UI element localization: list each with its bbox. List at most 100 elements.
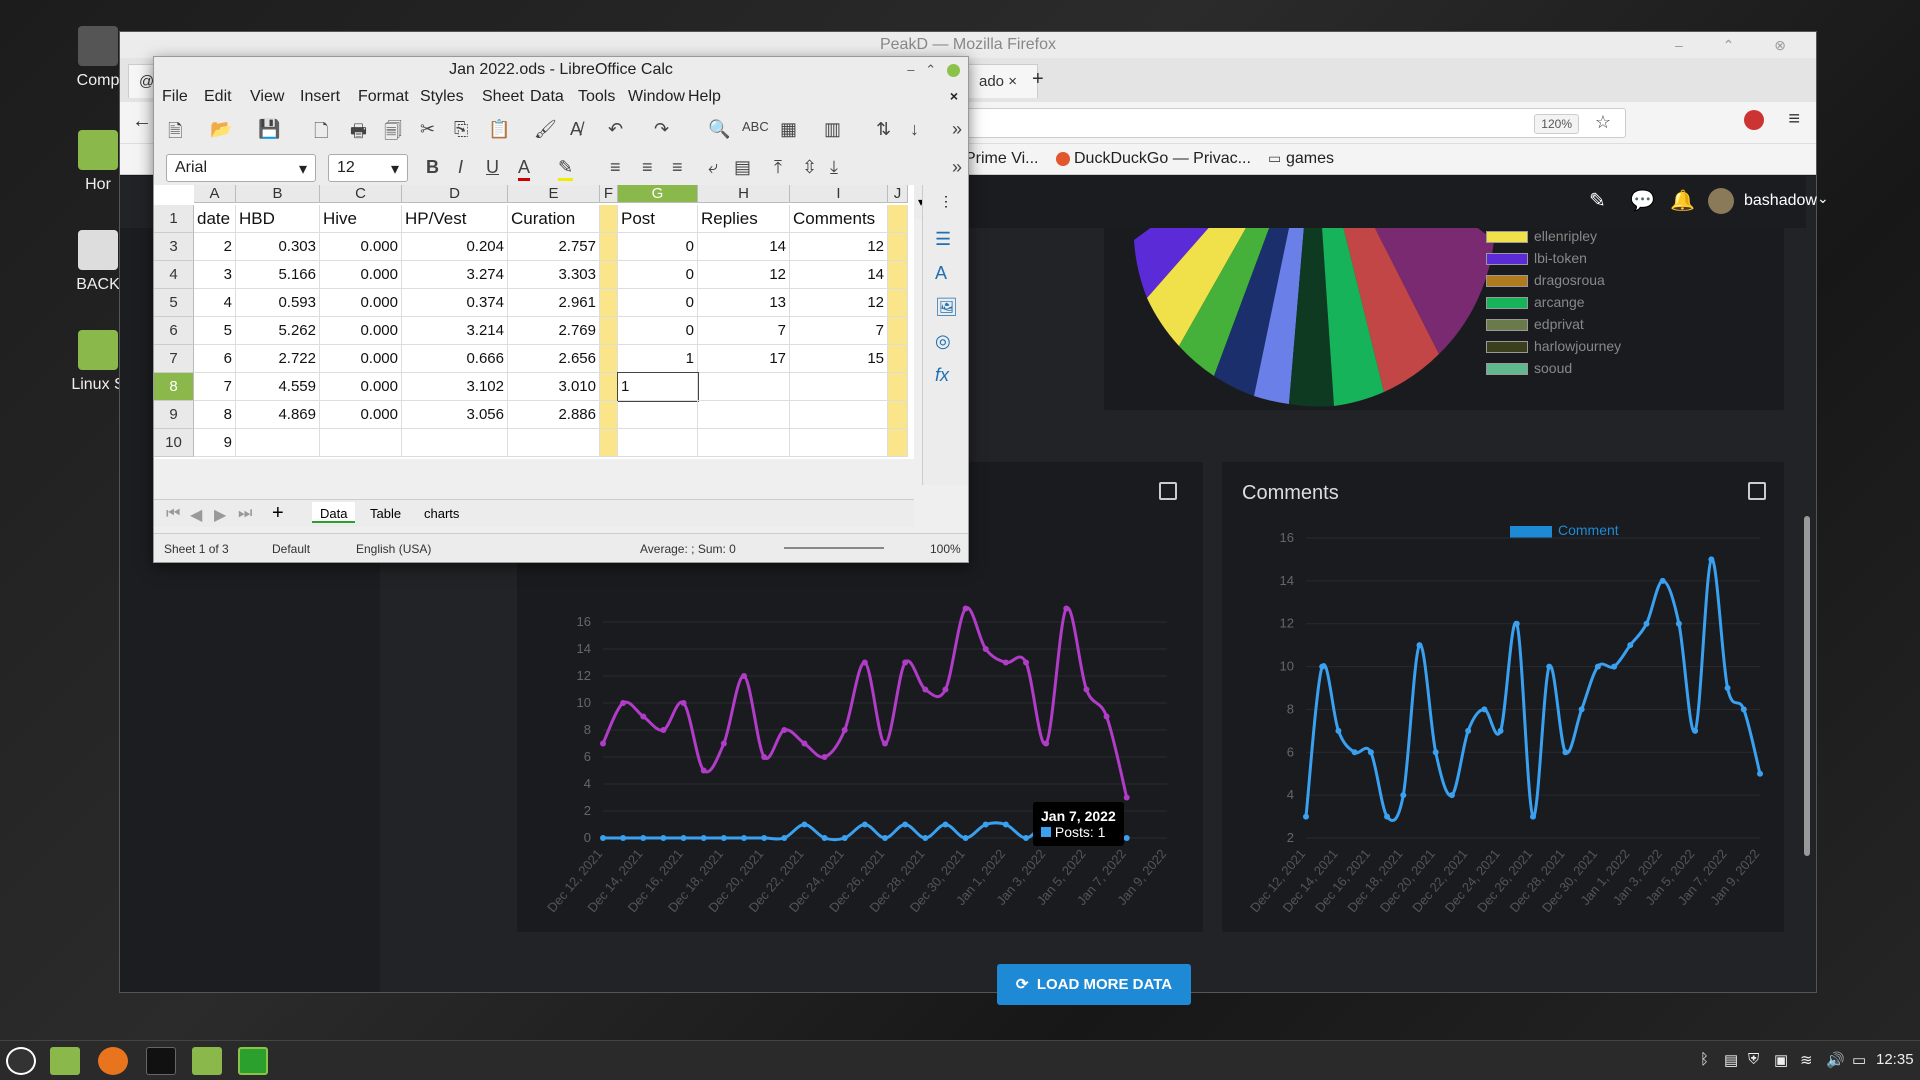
undo-icon[interactable]: ↶ bbox=[608, 119, 624, 139]
close-icon[interactable] bbox=[947, 64, 960, 78]
bluetooth-icon[interactable]: ᛒ bbox=[1700, 1051, 1710, 1068]
header-cell[interactable] bbox=[888, 205, 908, 233]
desktop-icon-computer[interactable]: Comp bbox=[50, 26, 146, 90]
menu-item-file[interactable]: File bbox=[162, 88, 188, 105]
table-cell[interactable]: 5.262 bbox=[236, 317, 320, 345]
table-cell[interactable] bbox=[320, 429, 402, 457]
align-left-icon[interactable]: ≡ bbox=[610, 157, 621, 177]
menu-item-window[interactable]: Window bbox=[628, 88, 685, 105]
redo-icon[interactable]: ↷ bbox=[654, 119, 670, 139]
table-cell[interactable] bbox=[600, 429, 618, 457]
align-right-icon[interactable]: ≡ bbox=[672, 157, 683, 177]
header-cell[interactable]: Curation bbox=[508, 205, 600, 233]
bookmark-prime[interactable]: Prime Vi... bbox=[965, 150, 1039, 167]
table-cell[interactable] bbox=[888, 373, 908, 401]
table-cell[interactable]: 0.000 bbox=[320, 373, 402, 401]
table-cell[interactable] bbox=[888, 345, 908, 373]
table-cell[interactable] bbox=[508, 429, 600, 457]
table-cell[interactable] bbox=[236, 429, 320, 457]
table-cell[interactable]: 3.214 bbox=[402, 317, 508, 345]
row-header[interactable]: 4 bbox=[154, 261, 194, 289]
new-icon[interactable]: 🗎 bbox=[168, 121, 183, 141]
table-cell[interactable]: 3.303 bbox=[508, 261, 600, 289]
navigator-icon[interactable]: ◎ bbox=[935, 331, 951, 351]
table-cell[interactable]: 12 bbox=[790, 289, 888, 317]
print-preview-icon[interactable]: 🗐 bbox=[384, 121, 402, 141]
row-header[interactable]: 1 bbox=[154, 205, 194, 233]
sort-ascending-icon[interactable]: ↓ bbox=[910, 119, 919, 139]
legend-item[interactable]: sooud bbox=[1486, 360, 1572, 378]
table-cell[interactable]: 0.000 bbox=[320, 233, 402, 261]
table-cell[interactable]: 17 bbox=[698, 345, 790, 373]
table-cell[interactable]: 12 bbox=[698, 261, 790, 289]
table-cell[interactable]: 2.656 bbox=[508, 345, 600, 373]
legend-item[interactable]: harlowjourney bbox=[1486, 338, 1621, 356]
table-cell[interactable]: 0 bbox=[618, 233, 698, 261]
merge-icon[interactable]: ▤ bbox=[734, 157, 752, 177]
clear-format-icon[interactable]: A̸ bbox=[570, 119, 583, 139]
table-cell[interactable]: 2 bbox=[194, 233, 236, 261]
column-header[interactable]: J bbox=[888, 185, 908, 203]
clipboard-icon[interactable]: ▤ bbox=[1724, 1052, 1739, 1069]
next-sheet-icon[interactable]: ▶ bbox=[214, 507, 227, 524]
print-icon[interactable]: 🖶 bbox=[350, 121, 367, 141]
header-cell[interactable] bbox=[600, 205, 618, 233]
volume-icon[interactable]: 🔊 bbox=[1826, 1052, 1845, 1069]
table-cell[interactable]: 4.559 bbox=[236, 373, 320, 401]
styles-icon[interactable]: A bbox=[935, 263, 948, 283]
table-cell[interactable] bbox=[888, 429, 908, 457]
menu-item-view[interactable]: View bbox=[250, 88, 285, 105]
load-more-button[interactable]: ⟳ LOAD MORE DATA bbox=[997, 964, 1191, 1005]
align-center-icon[interactable]: ≡ bbox=[642, 157, 653, 177]
column-icon[interactable]: ▥ bbox=[824, 119, 842, 139]
table-cell[interactable]: 3 bbox=[194, 261, 236, 289]
header-cell[interactable]: Post bbox=[618, 205, 698, 233]
header-cell[interactable]: date bbox=[194, 205, 236, 233]
row-header[interactable]: 8 bbox=[154, 373, 194, 401]
legend-item[interactable]: lbi-token bbox=[1486, 250, 1587, 268]
table-cell[interactable]: 0.666 bbox=[402, 345, 508, 373]
first-sheet-icon[interactable]: ⏮ bbox=[166, 505, 181, 522]
highlight-icon[interactable]: ✎ bbox=[558, 157, 574, 181]
bookmark-star-icon[interactable]: ☆ bbox=[1594, 112, 1611, 132]
files-icon[interactable] bbox=[50, 1047, 80, 1075]
align-top-icon[interactable]: ⤒ bbox=[774, 157, 782, 177]
last-sheet-icon[interactable]: ⏭ bbox=[238, 505, 253, 522]
expand-formula-icon[interactable]: ▾ bbox=[917, 195, 924, 209]
table-cell[interactable] bbox=[600, 317, 618, 345]
column-header[interactable]: D bbox=[402, 185, 508, 203]
table-cell[interactable]: 8 bbox=[194, 401, 236, 429]
scrollbar[interactable] bbox=[1804, 516, 1810, 856]
username[interactable]: bashadow bbox=[1744, 192, 1817, 209]
table-cell[interactable] bbox=[698, 373, 790, 401]
find-icon[interactable]: 🔍 bbox=[708, 119, 731, 139]
add-sheet-icon[interactable]: + bbox=[272, 502, 284, 524]
more-icon[interactable]: » bbox=[952, 119, 963, 139]
table-cell[interactable] bbox=[600, 261, 618, 289]
table-cell[interactable] bbox=[698, 401, 790, 429]
legend-item[interactable]: arcange bbox=[1486, 294, 1585, 312]
table-cell[interactable]: 0 bbox=[618, 317, 698, 345]
update-icon[interactable]: ▣ bbox=[1774, 1052, 1789, 1069]
table-cell[interactable]: 2.769 bbox=[508, 317, 600, 345]
table-cell[interactable] bbox=[600, 345, 618, 373]
menu-icon[interactable] bbox=[6, 1047, 36, 1075]
table-cell[interactable] bbox=[790, 373, 888, 401]
sidebar-menu-icon[interactable]: ⋮ bbox=[939, 193, 953, 209]
menu-item-insert[interactable]: Insert bbox=[300, 88, 341, 105]
table-cell[interactable]: 0.303 bbox=[236, 233, 320, 261]
row-header[interactable]: 5 bbox=[154, 289, 194, 317]
row-icon[interactable]: ▦ bbox=[780, 119, 798, 139]
wrap-icon[interactable]: ⤶ bbox=[708, 157, 719, 177]
legend-item[interactable]: edprivat bbox=[1486, 316, 1584, 334]
bookmark-games[interactable]: games bbox=[1286, 150, 1335, 167]
table-cell[interactable]: 0.000 bbox=[320, 345, 402, 373]
close-document-icon[interactable]: × bbox=[949, 88, 958, 104]
table-cell[interactable]: 4 bbox=[194, 289, 236, 317]
clock[interactable]: 12:35 bbox=[1876, 1051, 1914, 1068]
open-icon[interactable]: 📂 bbox=[210, 119, 233, 139]
header-cell[interactable]: Comments bbox=[790, 205, 888, 233]
table-cell[interactable]: 9 bbox=[194, 429, 236, 457]
zoom-level[interactable]: 100% bbox=[930, 542, 961, 556]
table-cell[interactable] bbox=[618, 429, 698, 457]
